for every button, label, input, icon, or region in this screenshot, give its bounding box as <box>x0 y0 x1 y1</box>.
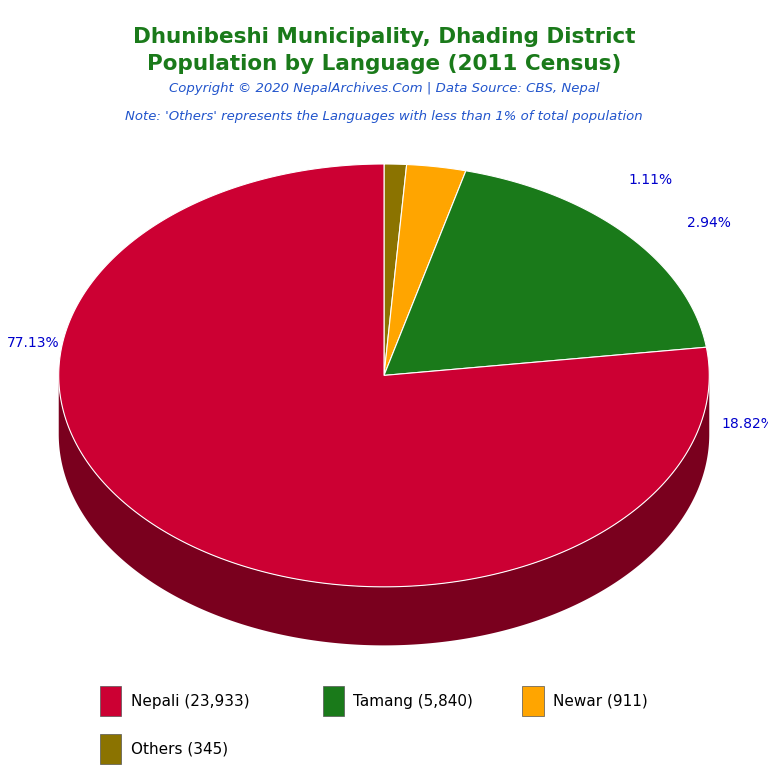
FancyBboxPatch shape <box>100 687 121 717</box>
Text: 1.11%: 1.11% <box>629 174 673 187</box>
FancyBboxPatch shape <box>100 733 121 763</box>
Polygon shape <box>58 164 710 587</box>
Text: Nepali (23,933): Nepali (23,933) <box>131 694 249 709</box>
Polygon shape <box>58 376 710 645</box>
Text: Newar (911): Newar (911) <box>553 694 647 709</box>
FancyBboxPatch shape <box>323 687 344 717</box>
Text: Note: 'Others' represents the Languages with less than 1% of total population: Note: 'Others' represents the Languages … <box>125 110 643 123</box>
Text: Population by Language (2011 Census): Population by Language (2011 Census) <box>147 54 621 74</box>
Text: Others (345): Others (345) <box>131 741 227 756</box>
Text: 2.94%: 2.94% <box>687 216 731 230</box>
Text: Tamang (5,840): Tamang (5,840) <box>353 694 473 709</box>
Polygon shape <box>384 164 407 376</box>
Text: 18.82%: 18.82% <box>722 417 768 431</box>
Polygon shape <box>384 164 466 376</box>
Polygon shape <box>384 170 707 376</box>
Text: 77.13%: 77.13% <box>6 336 59 350</box>
Text: Copyright © 2020 NepalArchives.Com | Data Source: CBS, Nepal: Copyright © 2020 NepalArchives.Com | Dat… <box>169 82 599 95</box>
FancyBboxPatch shape <box>522 687 544 717</box>
Text: Dhunibeshi Municipality, Dhading District: Dhunibeshi Municipality, Dhading Distric… <box>133 27 635 47</box>
